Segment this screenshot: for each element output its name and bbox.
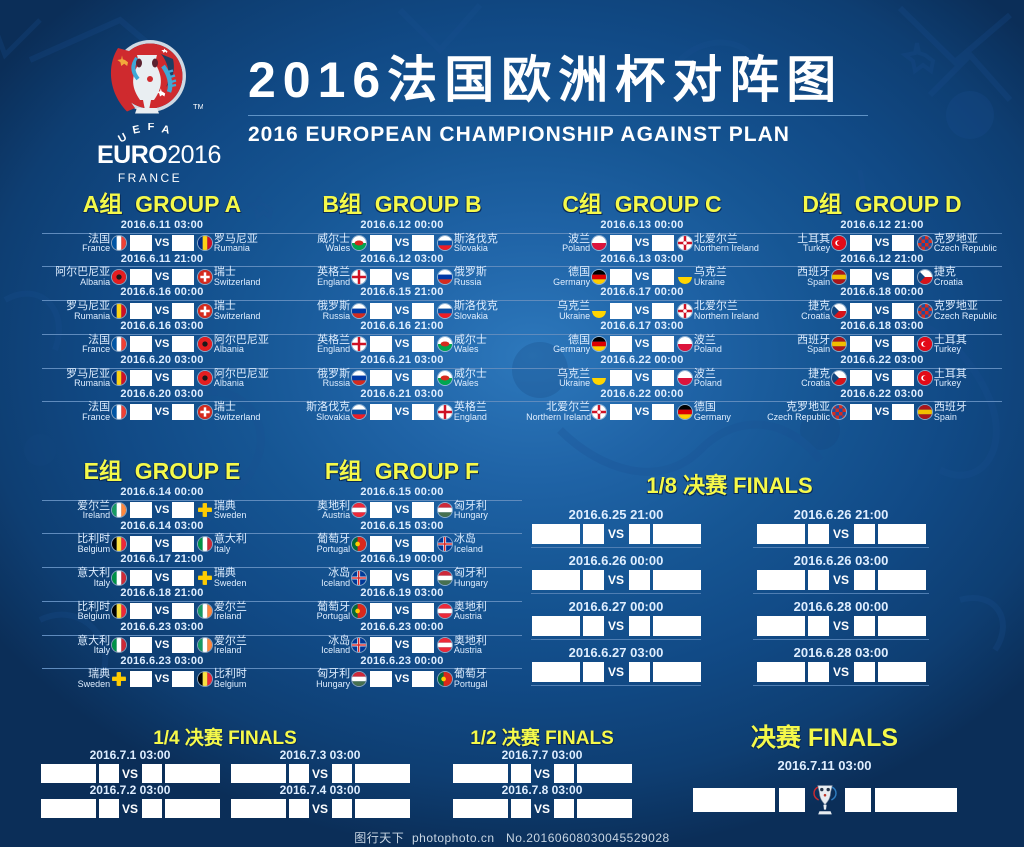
svg-text:F: F	[148, 123, 155, 133]
svg-text:TM: TM	[193, 102, 203, 111]
svg-text:A: A	[160, 123, 170, 136]
svg-text:E: E	[132, 123, 142, 136]
